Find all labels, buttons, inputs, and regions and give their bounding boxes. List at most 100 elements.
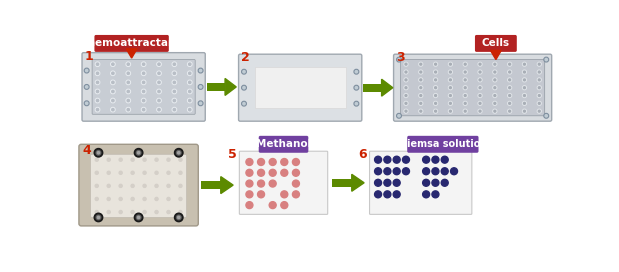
Circle shape: [420, 63, 422, 65]
Circle shape: [95, 62, 100, 66]
Circle shape: [463, 94, 467, 97]
Circle shape: [243, 70, 245, 73]
Circle shape: [522, 94, 526, 97]
FancyBboxPatch shape: [90, 154, 187, 217]
Circle shape: [479, 63, 481, 65]
Circle shape: [449, 87, 451, 89]
Circle shape: [384, 191, 391, 198]
Circle shape: [537, 62, 541, 66]
Circle shape: [449, 71, 451, 73]
Bar: [254, 67, 346, 108]
Circle shape: [435, 63, 436, 65]
Circle shape: [95, 211, 98, 214]
Circle shape: [449, 79, 451, 81]
Circle shape: [167, 158, 170, 161]
Circle shape: [508, 101, 511, 105]
Circle shape: [189, 81, 191, 84]
Circle shape: [189, 63, 191, 65]
Circle shape: [281, 191, 288, 198]
Circle shape: [539, 87, 540, 89]
Circle shape: [522, 62, 526, 66]
Text: Cells: Cells: [482, 38, 510, 48]
Circle shape: [158, 72, 160, 75]
Circle shape: [173, 109, 176, 111]
Circle shape: [432, 168, 439, 175]
Circle shape: [136, 215, 141, 220]
Circle shape: [137, 216, 140, 219]
Circle shape: [107, 171, 110, 174]
Circle shape: [173, 99, 176, 102]
Circle shape: [142, 71, 146, 75]
Circle shape: [119, 158, 122, 161]
Circle shape: [198, 68, 203, 73]
Circle shape: [355, 86, 358, 89]
Circle shape: [479, 87, 481, 89]
Circle shape: [131, 158, 134, 161]
Circle shape: [112, 72, 114, 75]
Circle shape: [269, 180, 276, 187]
Polygon shape: [225, 78, 236, 95]
Circle shape: [292, 159, 300, 165]
Circle shape: [393, 179, 400, 186]
Circle shape: [127, 81, 129, 84]
Circle shape: [178, 216, 180, 219]
Circle shape: [478, 101, 482, 105]
Circle shape: [449, 78, 452, 82]
Circle shape: [292, 169, 300, 176]
Circle shape: [435, 71, 436, 73]
Circle shape: [423, 179, 430, 186]
Circle shape: [112, 90, 114, 93]
Circle shape: [258, 180, 264, 187]
Circle shape: [463, 86, 467, 89]
Circle shape: [398, 58, 400, 61]
Circle shape: [188, 71, 192, 75]
Circle shape: [404, 109, 408, 113]
Circle shape: [95, 171, 98, 174]
Circle shape: [374, 191, 381, 198]
Circle shape: [157, 71, 161, 75]
Circle shape: [509, 87, 511, 89]
Circle shape: [434, 78, 438, 82]
Circle shape: [241, 101, 246, 106]
Circle shape: [189, 72, 191, 75]
Circle shape: [158, 90, 160, 93]
FancyBboxPatch shape: [79, 144, 198, 226]
Circle shape: [269, 159, 276, 165]
Circle shape: [524, 95, 526, 97]
Circle shape: [404, 86, 408, 89]
Circle shape: [179, 171, 182, 174]
Circle shape: [241, 69, 246, 74]
Bar: [129, 49, 134, 50]
Circle shape: [539, 95, 540, 97]
Circle shape: [119, 211, 122, 214]
Circle shape: [172, 80, 176, 85]
Circle shape: [199, 102, 202, 104]
Circle shape: [112, 81, 114, 84]
Circle shape: [405, 110, 407, 112]
Circle shape: [97, 109, 98, 111]
Circle shape: [463, 70, 467, 74]
Circle shape: [281, 159, 288, 165]
Circle shape: [127, 72, 129, 75]
Circle shape: [281, 202, 288, 209]
Circle shape: [111, 89, 115, 94]
Circle shape: [537, 101, 541, 105]
Circle shape: [111, 98, 115, 103]
Circle shape: [167, 184, 170, 187]
Circle shape: [155, 211, 158, 214]
Circle shape: [522, 70, 526, 74]
Circle shape: [449, 63, 451, 65]
Circle shape: [435, 110, 436, 112]
Circle shape: [246, 191, 253, 198]
Circle shape: [143, 158, 146, 161]
Circle shape: [155, 171, 158, 174]
Circle shape: [419, 70, 423, 74]
Circle shape: [269, 202, 276, 209]
Circle shape: [494, 79, 496, 81]
Circle shape: [509, 79, 511, 81]
Circle shape: [142, 72, 145, 75]
Circle shape: [449, 70, 452, 74]
Circle shape: [178, 152, 180, 154]
Circle shape: [434, 70, 438, 74]
Circle shape: [494, 87, 496, 89]
